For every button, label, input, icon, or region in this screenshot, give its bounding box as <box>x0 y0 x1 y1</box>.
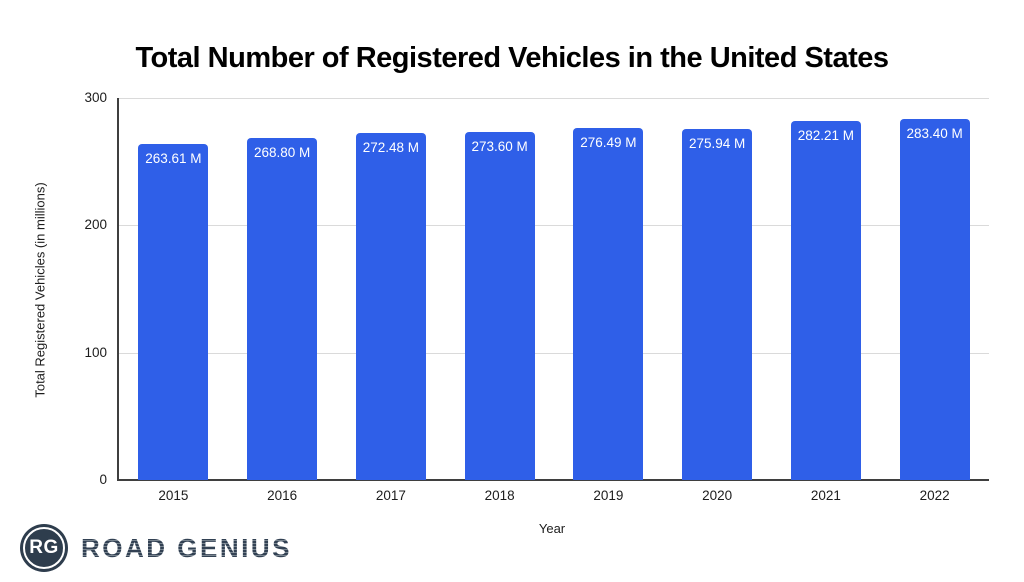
bar-value-label: 276.49 M <box>580 134 637 150</box>
chart-title: Total Number of Registered Vehicles in t… <box>135 42 889 74</box>
bar-value-label: 272.48 M <box>362 140 420 156</box>
x-tick-label: 2021 <box>810 488 841 503</box>
gridline <box>119 225 989 227</box>
bar-value-label: 275.94 M <box>688 135 746 151</box>
bar-2020: 275.94 M <box>682 128 753 480</box>
x-tick-label: 2016 <box>267 488 298 503</box>
gridline <box>119 352 989 354</box>
bar-2015: 263.61 M <box>138 144 209 480</box>
bar-2018: 273.60 M <box>464 131 535 480</box>
y-tick-label: 100 <box>84 344 107 360</box>
bar-value-label: 283.40 M <box>906 126 963 142</box>
bar-value-label: 273.60 M <box>471 138 528 154</box>
x-tick-label: 2017 <box>375 488 406 503</box>
rg-badge-icon: RG <box>20 524 68 572</box>
y-tick-label: 200 <box>84 217 107 233</box>
x-axis-title: Year <box>538 521 566 536</box>
bar-2021: 282.21 M <box>790 120 861 480</box>
bar-value-label: 263.61 M <box>145 151 202 167</box>
x-tick-label: 2018 <box>484 488 515 503</box>
bar-value-label: 268.80 M <box>253 144 311 160</box>
bar-2016: 268.80 M <box>247 137 318 480</box>
gridline <box>119 98 989 99</box>
bar-2022: 283.40 M <box>899 119 970 480</box>
logo-brand-name: ROAD GENIUS <box>81 532 292 563</box>
x-axis-line <box>117 479 989 481</box>
road-genius-logo: RG ROAD GENIUS <box>20 524 292 572</box>
y-tick-label: 0 <box>99 472 107 487</box>
x-tick-label: 2019 <box>593 488 624 503</box>
x-tick-label: 2020 <box>702 488 733 503</box>
plot-area: 0 100 200 300 263.61 M 2015 268.80 M 2016 272.48… <box>84 90 989 503</box>
x-tick-label: 2022 <box>919 488 950 503</box>
bar-2017: 272.48 M <box>355 133 426 480</box>
y-tick-label: 300 <box>84 90 107 105</box>
y-axis-title-text: Total Registered Vehicles (in millions) <box>32 182 48 398</box>
bar-value-label: 282.21 M <box>797 127 855 143</box>
bar-2019: 276.49 M <box>573 127 644 480</box>
x-tick-label: 2015 <box>158 488 189 503</box>
rg-badge-text: RG <box>29 537 59 558</box>
